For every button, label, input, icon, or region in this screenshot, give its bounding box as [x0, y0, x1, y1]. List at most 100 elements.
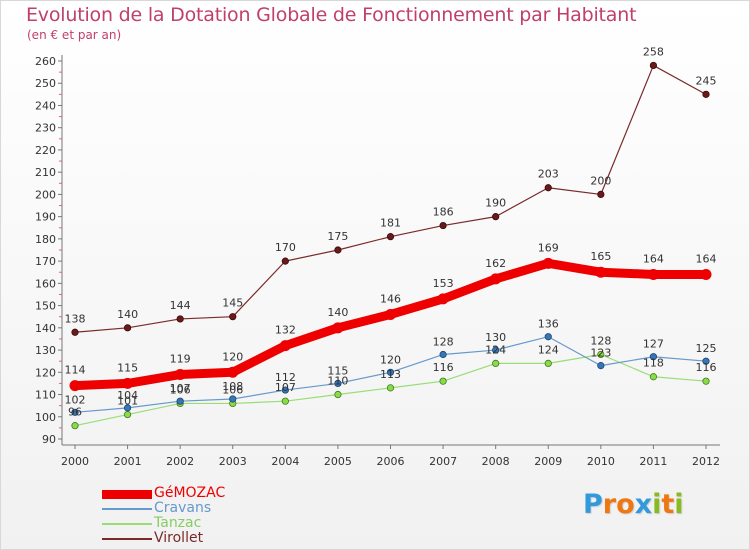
data-label: 116: [696, 361, 717, 374]
data-label: 164: [643, 252, 664, 265]
data-point: [123, 404, 132, 412]
data-label: 124: [485, 343, 506, 356]
data-label: 153: [433, 277, 454, 290]
legend-swatch: [102, 489, 152, 499]
data-point: [702, 90, 710, 98]
y-tick-label: 210: [35, 166, 56, 179]
data-label: 113: [380, 368, 401, 381]
data-point: [386, 384, 395, 392]
data-label: 200: [590, 174, 611, 187]
y-tick-label: 240: [35, 99, 56, 112]
y-tick-label: 100: [35, 411, 56, 424]
data-point: [71, 328, 79, 336]
data-point: [281, 397, 289, 405]
x-tick-label: 2005: [324, 455, 352, 468]
data-label: 140: [117, 308, 138, 321]
x-tick-label: 2002: [166, 455, 194, 468]
x-tick-label: 2011: [639, 455, 667, 468]
y-tick-label: 120: [35, 366, 56, 379]
data-label: 116: [433, 361, 454, 374]
data-label: 190: [485, 197, 506, 210]
logo-letter: i: [674, 489, 684, 520]
data-point: [279, 340, 291, 352]
y-tick-label: 200: [35, 188, 56, 201]
data-point: [490, 273, 502, 285]
y-tick-label: 190: [35, 211, 56, 224]
data-point: [649, 353, 658, 361]
x-tick-label: 2009: [534, 455, 562, 468]
x-tick-label: 2004: [271, 455, 299, 468]
legend-label: Tanzac: [154, 515, 202, 531]
y-tick-label: 260: [35, 55, 56, 68]
data-label: 120: [222, 350, 243, 363]
data-point: [437, 293, 449, 305]
data-point: [334, 246, 342, 254]
legend-label: Cravans: [154, 500, 212, 516]
data-label: 186: [433, 206, 454, 219]
logo-letter: t: [661, 489, 675, 520]
data-point: [229, 395, 237, 403]
data-point: [649, 373, 658, 381]
y-tick-label: 160: [35, 277, 56, 290]
data-label: 106: [222, 383, 243, 396]
data-point: [281, 257, 289, 265]
data-label: 120: [380, 353, 401, 366]
x-tick-label: 2010: [587, 455, 615, 468]
data-point: [702, 357, 710, 365]
x-tick-label: 2008: [482, 455, 510, 468]
logo-letter: x: [634, 489, 653, 520]
x-tick-label: 2012: [692, 455, 720, 468]
data-point: [492, 359, 500, 367]
data-label: 112: [275, 371, 296, 384]
data-label: 175: [327, 230, 348, 243]
legend-swatch: [102, 508, 152, 510]
data-point: [439, 350, 447, 359]
data-label: 181: [380, 217, 401, 230]
data-label: 115: [327, 364, 348, 377]
data-label: 203: [538, 168, 559, 181]
data-label: 125: [696, 342, 717, 355]
data-label: 128: [433, 336, 454, 349]
data-label: 144: [170, 299, 191, 312]
data-point: [647, 268, 659, 280]
logo-letter: P: [583, 489, 603, 520]
data-point: [544, 184, 552, 192]
data-point: [700, 268, 712, 280]
x-tick-label: 2007: [429, 455, 457, 468]
data-point: [649, 61, 658, 70]
data-point: [542, 257, 554, 269]
data-label: 115: [117, 361, 138, 374]
legend-label: Virollet: [154, 530, 204, 546]
data-label: 110: [327, 375, 348, 388]
y-tick-label: 150: [35, 300, 56, 313]
data-label: 102: [65, 393, 86, 406]
data-label: 245: [696, 74, 717, 87]
legend-swatch: [102, 538, 152, 540]
chart-title: Evolution de la Dotation Globale de Fonc…: [26, 4, 637, 26]
y-tick-label: 170: [35, 255, 56, 268]
data-point: [334, 379, 342, 388]
x-tick-label: 2001: [114, 455, 142, 468]
logo-letter: i: [652, 489, 662, 520]
data-label: 107: [170, 382, 191, 395]
data-label: 165: [590, 250, 611, 263]
data-point: [595, 266, 607, 278]
data-label: 146: [380, 292, 401, 305]
data-label: 96: [68, 406, 82, 419]
data-point: [492, 213, 500, 221]
proxiti-logo: Proxiti: [583, 489, 684, 520]
y-tick-label: 110: [35, 389, 56, 402]
y-tick-label: 230: [35, 122, 56, 135]
data-label: 118: [643, 357, 664, 370]
data-point: [597, 190, 605, 199]
data-label: 170: [275, 241, 296, 254]
y-tick-label: 250: [35, 77, 56, 90]
data-point: [176, 397, 184, 405]
y-tick-label: 90: [42, 433, 56, 446]
data-point: [544, 359, 552, 367]
data-label: 107: [275, 381, 296, 394]
data-point: [492, 346, 500, 354]
data-label: 138: [65, 312, 86, 325]
data-point: [122, 377, 134, 389]
